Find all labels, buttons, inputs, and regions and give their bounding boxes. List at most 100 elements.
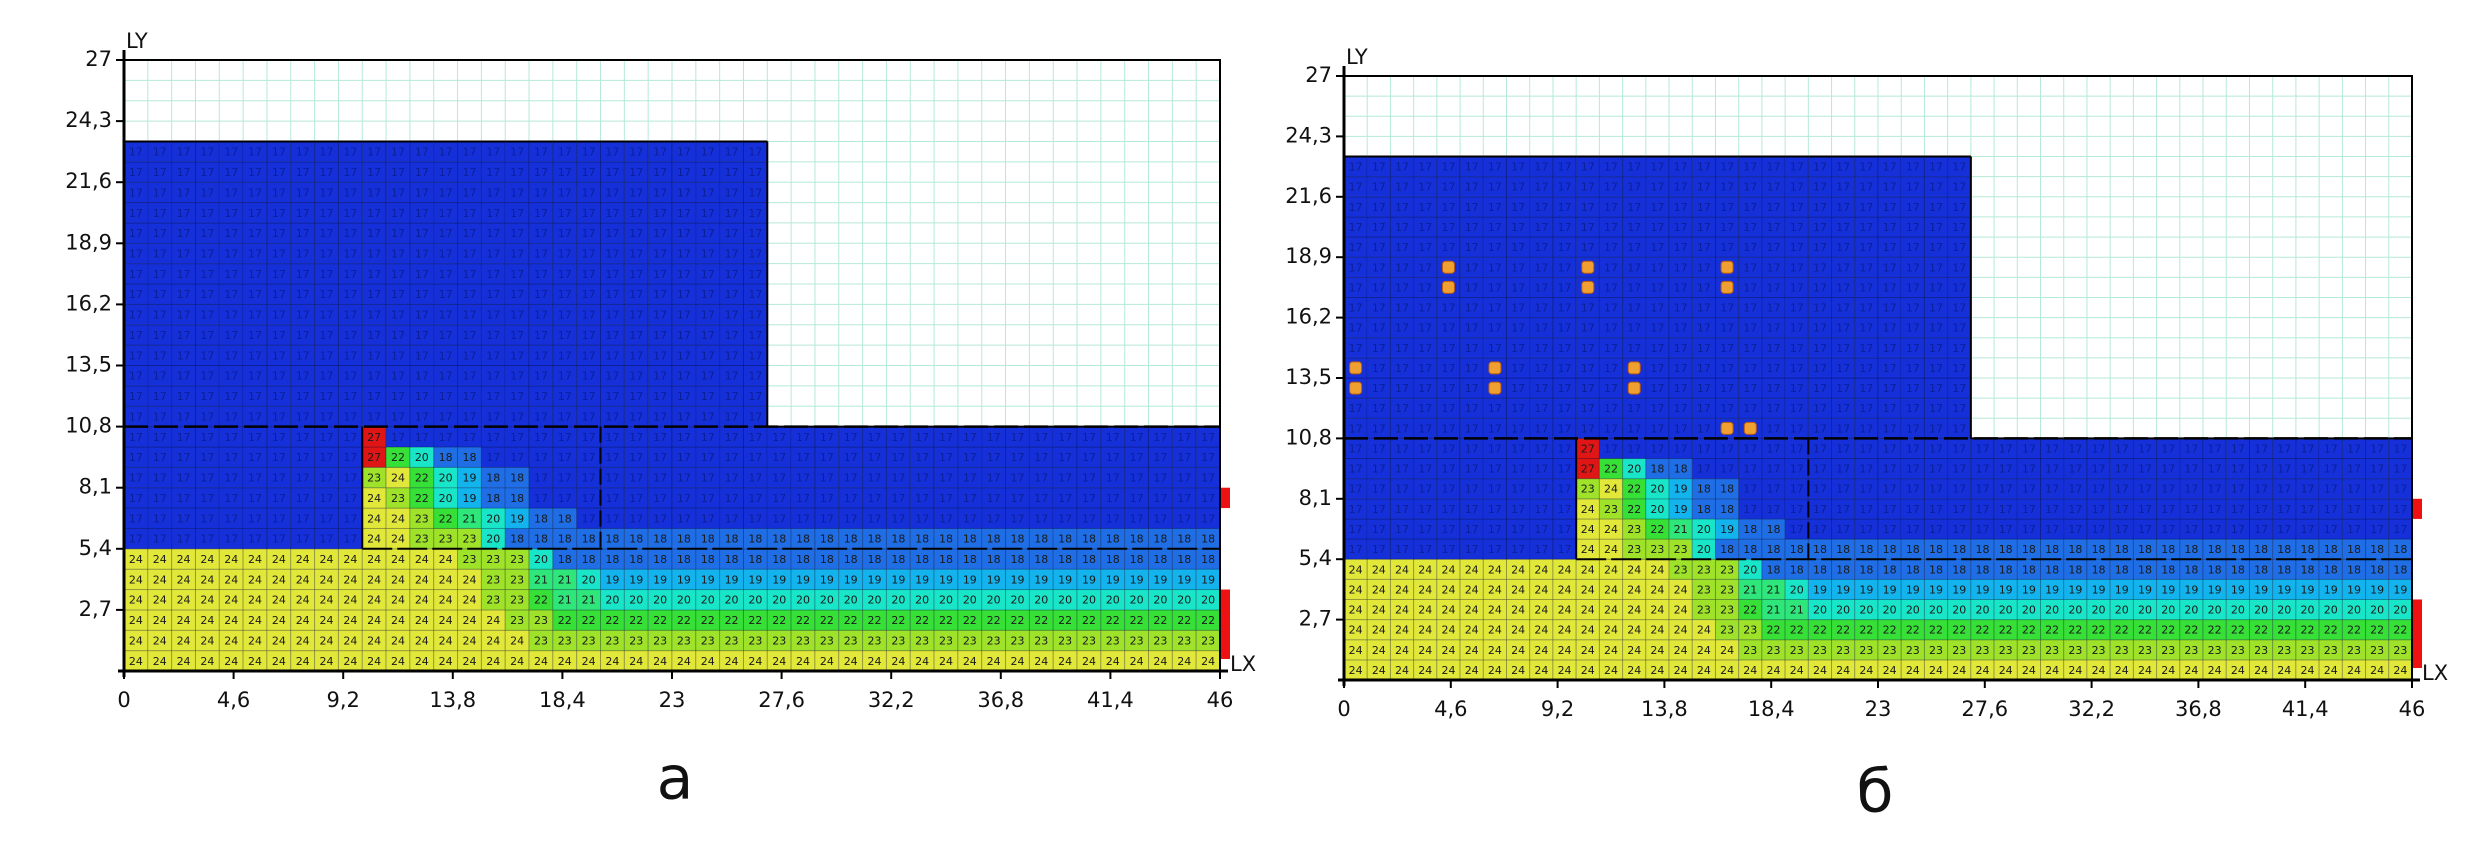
cell-value: 17 <box>1767 281 1781 294</box>
cell-value: 23 <box>510 553 524 566</box>
cell-value: 17 <box>177 146 191 159</box>
cell-value: 17 <box>320 268 334 281</box>
cell-value: 17 <box>177 492 191 505</box>
cell-value: 17 <box>1082 512 1096 525</box>
cell-value: 18 <box>2254 563 2268 576</box>
cell-value: 17 <box>558 451 572 464</box>
cell-value: 17 <box>1201 472 1215 485</box>
cell-value: 18 <box>2045 543 2059 556</box>
panel: 24 24 24 24 24 24 24 24 24 24 24 24 24 24 24 24 24 24 24 24… <box>1285 45 2448 827</box>
cell-value: 17 <box>2370 483 2384 496</box>
cell-value: 18 <box>1010 553 1024 566</box>
cell-value: 17 <box>725 370 739 383</box>
cell-value: 17 <box>224 533 238 546</box>
cell-value: 17 <box>200 166 214 179</box>
cell-value: 17 <box>1349 221 1363 234</box>
cell-value: 17 <box>1465 503 1479 516</box>
cell-value: 20 <box>891 594 905 607</box>
cell-value: 17 <box>320 492 334 505</box>
cell-value: 20 <box>1697 523 1711 536</box>
y-tick-label: 5,4 <box>1299 546 1332 570</box>
cell-value: 19 <box>796 573 810 586</box>
cell-value: 24 <box>391 655 405 668</box>
cell-value: 18 <box>1813 543 1827 556</box>
cell-value: 18 <box>1058 553 1072 566</box>
cell-value: 17 <box>1836 342 1850 355</box>
cell-value: 17 <box>1534 221 1548 234</box>
cell-value: 23 <box>1999 644 2013 657</box>
cell-value: 20 <box>1082 594 1096 607</box>
cell-value: 27 <box>1581 463 1595 476</box>
cell-value: 24 <box>1465 583 1479 596</box>
cell-value: 17 <box>248 309 262 322</box>
cell-value: 21 <box>534 573 548 586</box>
cell-value: 24 <box>1511 604 1525 617</box>
cell-value: 17 <box>1534 362 1548 375</box>
cell-value: 24 <box>1511 644 1525 657</box>
cell-value: 17 <box>1906 241 1920 254</box>
cell-value: 20 <box>1058 594 1072 607</box>
cell-value: 19 <box>2045 583 2059 596</box>
cell-value: 17 <box>1034 451 1048 464</box>
cell-value: 17 <box>1859 261 1873 274</box>
cell-value: 24 <box>1627 563 1641 576</box>
cell-value: 18 <box>2161 543 2175 556</box>
cell-value: 17 <box>343 186 357 199</box>
cell-value: 17 <box>1674 161 1688 174</box>
cell-value: 17 <box>1349 463 1363 476</box>
cell-value: 19 <box>462 472 476 485</box>
cell-value: 17 <box>558 349 572 362</box>
cell-value: 19 <box>2208 583 2222 596</box>
cell-value: 17 <box>177 166 191 179</box>
cell-value: 17 <box>248 227 262 240</box>
cell-value: 17 <box>272 146 286 159</box>
cell-value: 24 <box>248 655 262 668</box>
cell-value: 18 <box>582 553 596 566</box>
cell-value: 17 <box>725 166 739 179</box>
cell-value: 17 <box>629 390 643 403</box>
cell-value: 17 <box>1767 442 1781 455</box>
cell-value: 24 <box>296 594 310 607</box>
cell-value: 17 <box>1488 221 1502 234</box>
panel-label: а <box>657 744 694 814</box>
cell-value: 17 <box>629 472 643 485</box>
cell-value: 17 <box>2092 463 2106 476</box>
cell-value: 17 <box>748 166 762 179</box>
cell-value: 17 <box>1650 362 1664 375</box>
cell-value: 17 <box>1813 161 1827 174</box>
cell-value: 17 <box>177 207 191 220</box>
cell-value: 17 <box>748 186 762 199</box>
cell-value: 18 <box>1999 563 2013 576</box>
cell-value: 17 <box>343 207 357 220</box>
cell-value: 17 <box>1743 342 1757 355</box>
cell-value: 24 <box>2393 664 2407 677</box>
cell-value: 17 <box>1153 472 1167 485</box>
cell-value: 17 <box>343 390 357 403</box>
cell-value: 18 <box>629 553 643 566</box>
cell-value: 17 <box>1883 402 1897 415</box>
cell-value: 20 <box>1836 604 1850 617</box>
cell-value: 17 <box>1952 402 1966 415</box>
cell-value: 24 <box>1418 664 1432 677</box>
cell-value: 18 <box>462 451 476 464</box>
cell-value: 17 <box>224 390 238 403</box>
cell-value: 17 <box>1697 221 1711 234</box>
cell-value: 17 <box>1465 543 1479 556</box>
cell-value: 17 <box>2393 442 2407 455</box>
cell-value: 19 <box>2277 583 2291 596</box>
cell-value: 17 <box>677 370 691 383</box>
cell-value: 18 <box>2045 563 2059 576</box>
cell-value: 24 <box>343 634 357 647</box>
cell-value: 17 <box>1929 362 1943 375</box>
cell-value: 17 <box>1418 241 1432 254</box>
x-tick-label: 23 <box>1865 697 1892 721</box>
cell-value: 17 <box>725 309 739 322</box>
cell-value: 24 <box>1581 664 1595 677</box>
cell-value: 24 <box>343 553 357 566</box>
cell-value: 17 <box>653 349 667 362</box>
cell-value: 18 <box>2277 543 2291 556</box>
cell-value: 19 <box>725 573 739 586</box>
cell-value: 17 <box>1906 442 1920 455</box>
cell-value: 19 <box>1836 583 1850 596</box>
cell-value: 17 <box>153 410 167 423</box>
